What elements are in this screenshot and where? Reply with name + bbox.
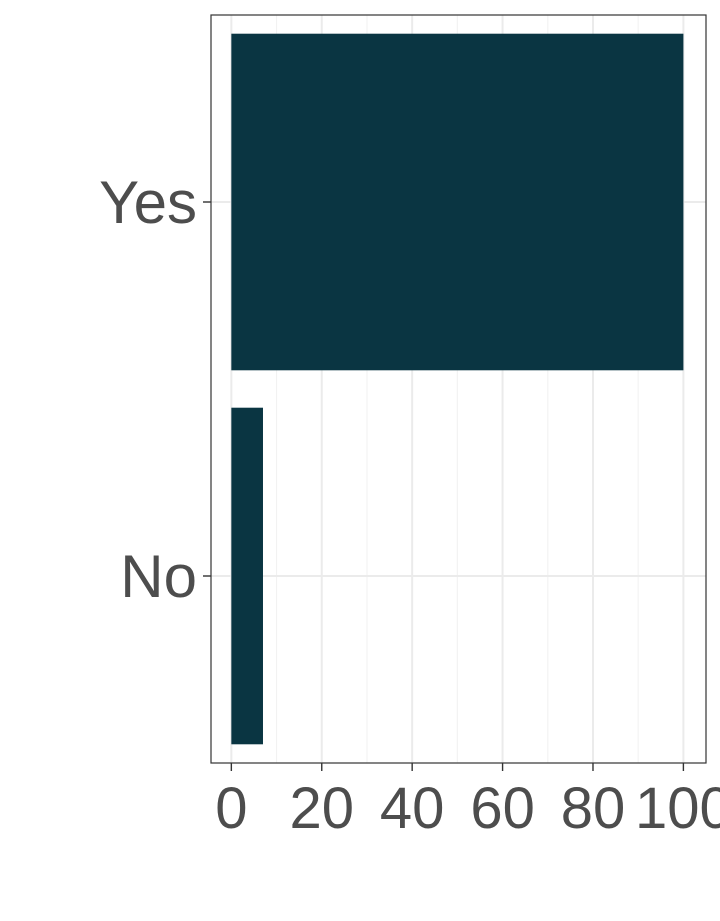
axes: 0 20 40 60 80 100 Yes No [99,169,720,841]
x-tick-label: 40 [380,776,445,841]
x-tick-label: 0 [215,776,247,841]
x-tick-label: 60 [470,776,535,841]
y-tick-label-no: No [120,543,197,610]
x-tick-label: 20 [289,776,354,841]
panel-border [210,14,707,764]
x-tick-label: 80 [561,776,626,841]
x-tick-label: 100 [635,776,720,841]
bar-no [231,407,263,745]
y-tick-label-yes: Yes [99,169,197,236]
bars [231,33,684,745]
bar-yes [231,33,684,371]
